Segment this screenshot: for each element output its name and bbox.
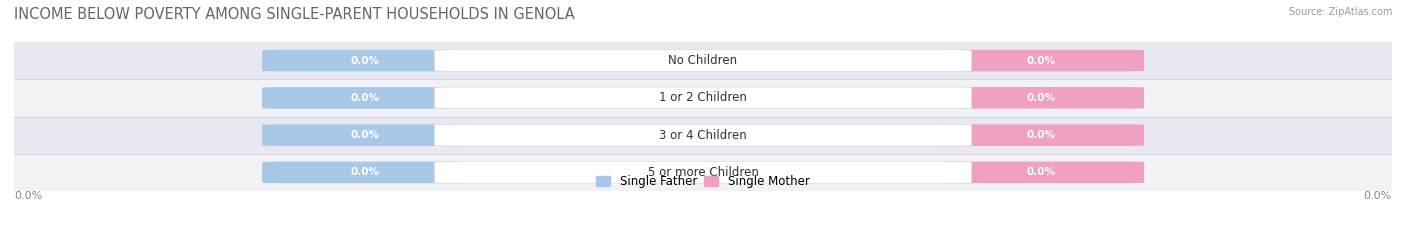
FancyBboxPatch shape	[938, 124, 1144, 146]
Text: 5 or more Children: 5 or more Children	[648, 166, 758, 179]
Text: 0.0%: 0.0%	[352, 130, 380, 140]
FancyBboxPatch shape	[434, 50, 972, 71]
FancyBboxPatch shape	[938, 162, 1144, 183]
Bar	[14, 154, 1392, 191]
Text: 0.0%: 0.0%	[1026, 130, 1054, 140]
Text: 0.0%: 0.0%	[14, 191, 42, 201]
FancyBboxPatch shape	[434, 87, 972, 109]
Text: 1 or 2 Children: 1 or 2 Children	[659, 91, 747, 104]
FancyBboxPatch shape	[262, 50, 468, 71]
Text: 0.0%: 0.0%	[352, 56, 380, 65]
FancyBboxPatch shape	[938, 87, 1144, 109]
Legend: Single Father, Single Mother: Single Father, Single Mother	[596, 175, 810, 188]
FancyBboxPatch shape	[262, 162, 468, 183]
Text: 0.0%: 0.0%	[1026, 93, 1054, 103]
Text: Source: ZipAtlas.com: Source: ZipAtlas.com	[1288, 7, 1392, 17]
Text: 0.0%: 0.0%	[1026, 168, 1054, 177]
Bar	[14, 116, 1392, 154]
Text: 3 or 4 Children: 3 or 4 Children	[659, 129, 747, 142]
Text: 0.0%: 0.0%	[1026, 56, 1054, 65]
Text: INCOME BELOW POVERTY AMONG SINGLE-PARENT HOUSEHOLDS IN GENOLA: INCOME BELOW POVERTY AMONG SINGLE-PARENT…	[14, 7, 575, 22]
FancyBboxPatch shape	[262, 87, 468, 109]
Text: No Children: No Children	[668, 54, 738, 67]
Text: 0.0%: 0.0%	[352, 93, 380, 103]
FancyBboxPatch shape	[434, 162, 972, 183]
FancyBboxPatch shape	[262, 124, 468, 146]
Bar	[14, 79, 1392, 116]
Bar	[14, 42, 1392, 79]
FancyBboxPatch shape	[938, 50, 1144, 71]
FancyBboxPatch shape	[434, 124, 972, 146]
Text: 0.0%: 0.0%	[1364, 191, 1392, 201]
Text: 0.0%: 0.0%	[352, 168, 380, 177]
